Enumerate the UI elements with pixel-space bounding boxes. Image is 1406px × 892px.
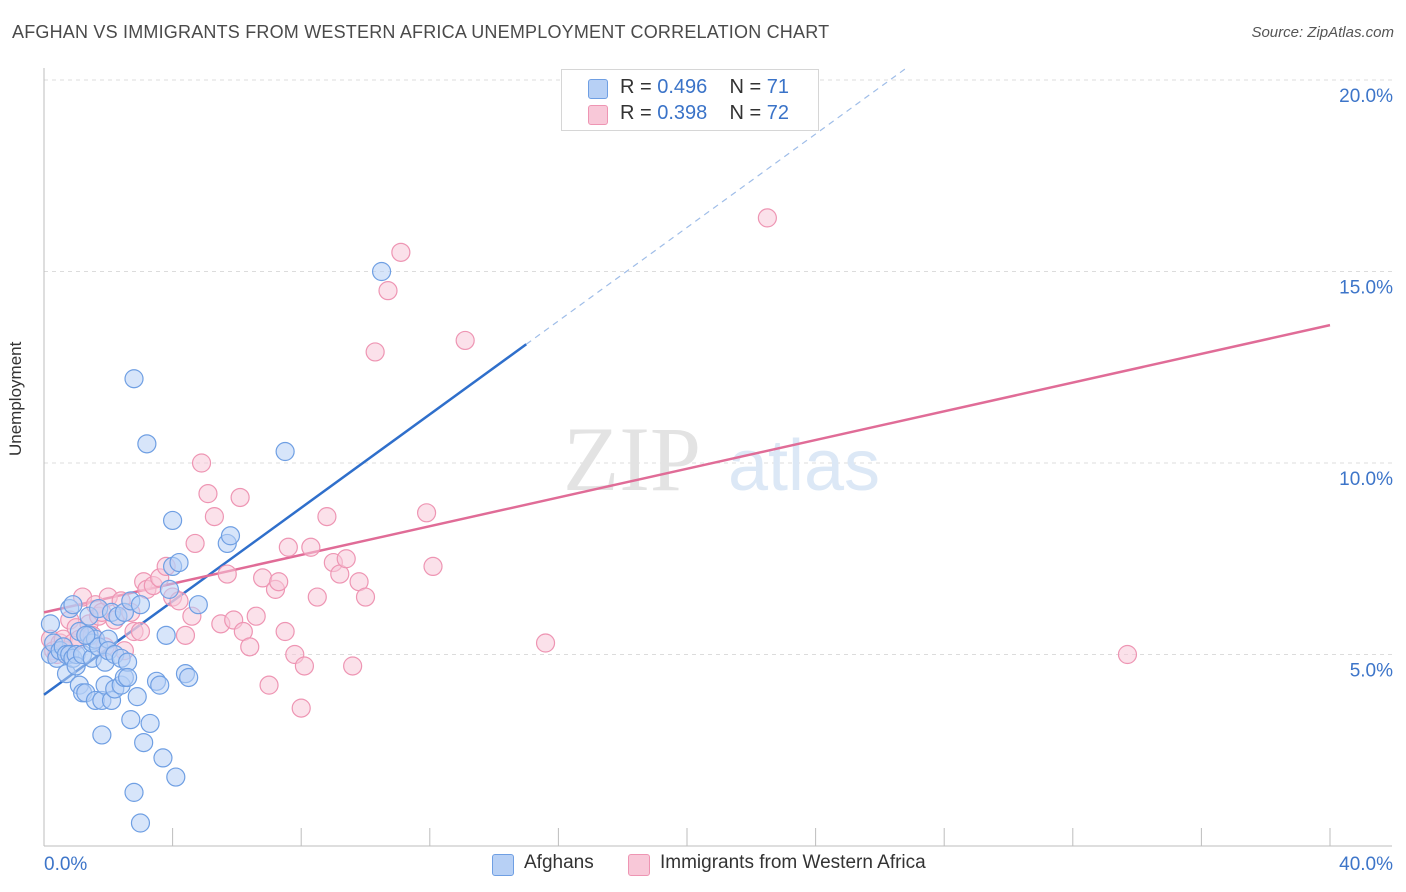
data-point-western-africa (343, 656, 363, 676)
data-point-western-africa (217, 564, 237, 584)
data-point-western-africa (130, 621, 151, 642)
bottom-legend-swatch-blue (492, 854, 514, 876)
legend-n-label: N = (729, 102, 762, 124)
data-point-afghans (169, 552, 189, 573)
data-point-afghans (159, 579, 179, 599)
data-point-afghans (117, 667, 138, 688)
watermark-zip: ZIP (563, 408, 701, 510)
data-point-western-africa (355, 587, 376, 607)
x-tick-label-min: 0.0% (44, 854, 87, 875)
data-point-western-africa (191, 453, 212, 473)
data-point-western-africa (378, 281, 398, 301)
bottom-legend-label: Afghans (524, 852, 594, 873)
y-axis-label: Unemployment (6, 341, 25, 456)
tick-labels: 5.0% 10.0% 15.0% 20.0% 0.0% 40.0% (44, 86, 1393, 875)
legend-r-label: R = (620, 76, 652, 98)
legend-swatch-pink (588, 105, 608, 125)
grid-lines (44, 79, 1392, 655)
data-point-western-africa (175, 625, 196, 645)
x-tick-label-max: 40.0% (1339, 854, 1393, 875)
data-point-western-africa (1117, 644, 1138, 665)
y-tick-label: 20.0% (1339, 86, 1393, 107)
data-point-afghans (76, 625, 96, 645)
data-point-afghans (130, 813, 151, 833)
data-point-afghans (156, 625, 176, 645)
trendline-western-africa (43, 323, 1331, 614)
axes (43, 68, 1392, 847)
trend-lines (43, 68, 1331, 696)
data-point-western-africa (204, 507, 224, 527)
legend-swatch-blue (588, 79, 608, 99)
trendline-afghans-extension (525, 68, 906, 345)
series-afghans (40, 261, 392, 833)
y-tick-label: 5.0% (1350, 661, 1393, 682)
y-tick-label: 15.0% (1339, 278, 1393, 299)
data-point-afghans (137, 434, 157, 454)
source-label: Source: ZipAtlas.com (1251, 24, 1394, 41)
correlation-legend: R = 0.496 N = 71 R = 0.398 N = 72 (561, 69, 819, 131)
data-point-western-africa (336, 549, 356, 569)
data-point-afghans (121, 710, 141, 730)
legend-r-value: 0.398 (657, 102, 708, 124)
data-point-afghans (220, 526, 241, 546)
data-point-western-africa (416, 503, 437, 523)
data-point-afghans (124, 782, 144, 802)
bottom-legend-label: Immigrants from Western Africa (660, 852, 926, 873)
y-tick-label: 10.0% (1339, 469, 1393, 490)
data-point-western-africa (185, 533, 205, 554)
data-point-afghans (188, 595, 208, 615)
data-point-western-africa (198, 484, 218, 504)
data-point-western-africa (278, 537, 298, 557)
data-point-western-africa (317, 507, 337, 527)
data-point-western-africa (240, 637, 260, 657)
data-point-western-africa (275, 621, 295, 642)
data-point-western-africa (246, 606, 266, 626)
chart-title: AFGHAN VS IMMIGRANTS FROM WESTERN AFRICA… (12, 22, 830, 42)
data-point-western-africa (307, 587, 327, 607)
legend-n-value: 71 (766, 76, 790, 98)
data-point-western-africa (291, 698, 311, 718)
data-point-afghans (179, 667, 199, 688)
legend-n-value: 72 (766, 102, 790, 124)
data-point-afghans (275, 441, 295, 462)
data-point-afghans (140, 713, 160, 734)
data-point-afghans (127, 687, 147, 707)
data-point-western-africa (455, 330, 475, 351)
bottom-legend-swatch-pink (628, 854, 650, 876)
data-point-afghans (92, 725, 112, 745)
data-point-afghans (163, 510, 183, 531)
legend-r-value: 0.496 (657, 76, 708, 98)
legend-r-label: R = (620, 102, 652, 124)
data-point-afghans (150, 675, 170, 695)
legend-n-label: N = (729, 76, 762, 98)
data-point-western-africa (423, 556, 443, 577)
data-point-afghans (130, 595, 151, 615)
data-point-western-africa (391, 242, 411, 262)
data-point-afghans (153, 748, 173, 768)
trendline-afghans (43, 343, 527, 696)
data-point-western-africa (259, 675, 279, 695)
data-point-afghans (124, 369, 144, 389)
data-point-afghans (371, 261, 392, 282)
data-point-western-africa (294, 656, 315, 676)
watermark-atlas: atlas (728, 426, 880, 506)
data-point-western-africa (535, 633, 556, 653)
data-point-afghans (134, 732, 154, 753)
data-point-afghans (40, 614, 61, 634)
data-point-western-africa (365, 342, 385, 362)
data-point-western-africa (757, 208, 777, 228)
watermark: ZIP atlas (563, 408, 880, 510)
data-point-afghans (166, 767, 186, 787)
data-point-western-africa (301, 537, 321, 557)
data-point-western-africa (230, 487, 250, 508)
data-point-western-africa (269, 572, 289, 592)
data-point-afghans (63, 595, 83, 615)
